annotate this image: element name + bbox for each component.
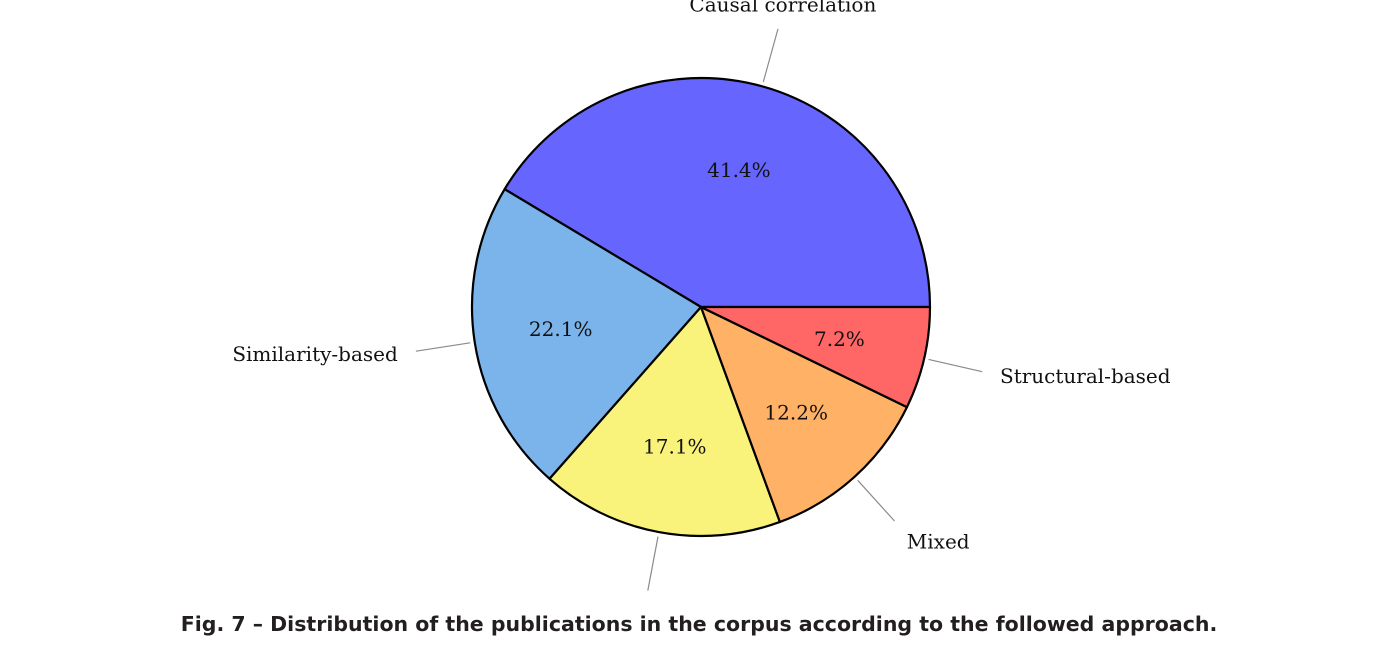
pie-category-label-similarity-based: Similarity-based — [232, 342, 398, 366]
pie-value-label-case-based: 17.1% — [643, 435, 707, 459]
pie-leader-line-case-based — [647, 536, 659, 591]
pie-slice-case-based — [548, 305, 782, 538]
pie-leader-line-causal-correlation — [762, 28, 779, 83]
pie-leader-lines — [415, 28, 983, 591]
pie-chart: 41.4% Causal correlation 22.1% Similarity-b… — [232, 0, 1171, 591]
pie-slices — [470, 76, 932, 538]
pie-value-label-similarity-based: 22.1% — [529, 317, 593, 341]
pie-leader-line-structural-based — [928, 358, 983, 373]
pie-slice-causal-correlation — [503, 76, 932, 309]
figure-caption: Fig. 7 – Distribution of the publication… — [180, 612, 1218, 636]
pie-value-label-causal-correlation: 41.4% — [707, 158, 771, 182]
pie-category-label-mixed: Mixed — [907, 530, 970, 554]
pie-leader-line-similarity-based — [415, 342, 471, 352]
pie-value-label-structural-based: 7.2% — [814, 327, 865, 351]
pie-category-label-structural-based: Structural-based — [1000, 364, 1171, 388]
pie-labels: 41.4% Causal correlation 22.1% Similarity-b… — [232, 0, 1171, 554]
pie-slice-mixed — [699, 305, 909, 524]
pie-slice-structural-based — [699, 305, 932, 409]
pie-slice-similarity-based — [470, 188, 703, 480]
pie-value-label-mixed: 12.2% — [764, 400, 828, 424]
pie-leader-line-mixed — [857, 479, 895, 522]
pie-category-label-causal-correlation: Causal correlation — [689, 0, 876, 16]
